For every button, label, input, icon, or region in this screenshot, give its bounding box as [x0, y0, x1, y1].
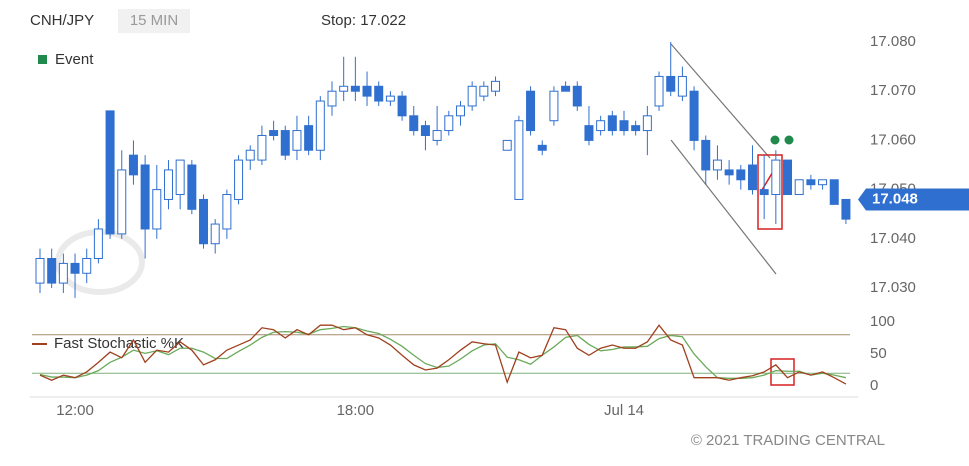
candle-body — [654, 75, 664, 107]
candle-body — [374, 85, 384, 102]
candle-body — [747, 164, 757, 191]
candle-body — [362, 85, 372, 97]
candle-body — [152, 189, 162, 230]
candle-body — [234, 159, 244, 200]
candle-body — [631, 125, 641, 132]
candle-body — [175, 159, 185, 196]
candle-body — [479, 85, 489, 97]
candle-body — [783, 159, 793, 196]
candle-body — [269, 130, 279, 136]
candle-body — [467, 85, 477, 107]
candle-body — [759, 189, 769, 196]
candle-body — [537, 144, 547, 151]
candle-body — [549, 90, 559, 122]
candle-body — [561, 85, 571, 92]
interval: 15 MIN — [130, 12, 178, 29]
candle-body — [385, 95, 395, 102]
candle-body — [245, 149, 255, 161]
candle-body — [210, 223, 220, 245]
candle-body — [58, 262, 68, 284]
candle-body — [677, 75, 687, 97]
stoch-line — [39, 325, 847, 379]
x-tick-label: 18:00 — [337, 402, 375, 419]
candle-body — [607, 115, 617, 132]
candle-body — [502, 139, 512, 151]
y-tick-label: 100 — [870, 313, 895, 330]
candle-body — [304, 125, 314, 151]
candle-body — [444, 115, 454, 132]
symbol: CNH/JPY — [30, 12, 94, 29]
candle-body — [187, 164, 197, 210]
candle-body — [794, 179, 804, 196]
interval-badge — [118, 9, 190, 33]
candle-body — [222, 194, 232, 230]
candle-body — [689, 90, 699, 141]
y-tick-label: 17.040 — [870, 230, 916, 247]
event-dot — [784, 135, 794, 145]
candle-body — [397, 95, 407, 117]
event-dot — [770, 135, 780, 145]
candle-body — [350, 85, 360, 92]
candle-body — [47, 257, 57, 284]
candle-body — [491, 80, 501, 92]
candle-body — [339, 85, 349, 92]
candle-body — [712, 159, 722, 171]
y-tick-label: 0 — [870, 377, 878, 394]
candle-body — [572, 85, 582, 107]
candle-body — [701, 139, 711, 171]
candle-body — [724, 169, 734, 176]
candle-body — [619, 120, 629, 132]
candle-body — [93, 228, 103, 259]
last-price-label: 17.048 — [872, 190, 918, 207]
y-tick-label: 50 — [870, 345, 887, 362]
candle-body — [806, 179, 816, 186]
candle-body — [420, 125, 430, 136]
candle-body — [771, 159, 781, 196]
candle-body — [584, 125, 594, 141]
candle-body — [829, 179, 839, 205]
candle-body — [257, 134, 267, 161]
candle-body — [117, 169, 127, 235]
candle-body — [280, 130, 290, 156]
candle-body — [105, 110, 115, 235]
x-tick-label: 12:00 — [56, 402, 94, 419]
candle-body — [199, 198, 209, 245]
last-price-tag — [858, 188, 969, 211]
y-tick-label: 17.080 — [870, 33, 916, 50]
candle-body — [409, 115, 419, 132]
y-tick-label: 17.070 — [870, 82, 916, 99]
candle-body — [432, 130, 442, 141]
candle-body — [140, 164, 150, 230]
candle-body — [736, 169, 746, 181]
candle-body — [35, 257, 45, 284]
candle-body — [315, 100, 325, 151]
pattern-box — [757, 154, 783, 230]
stop-level: Stop: 17.022 — [321, 12, 406, 29]
candle-body — [455, 105, 465, 117]
channel-lower — [670, 139, 777, 275]
event-legend-marker — [38, 55, 47, 64]
stoch-line — [39, 324, 847, 385]
candle-body — [327, 90, 337, 107]
y-tick-label: 17.060 — [870, 131, 916, 148]
candle-body — [292, 130, 302, 151]
y-tick-label: 17.030 — [870, 279, 916, 296]
channel-upper — [670, 43, 771, 159]
candle-body — [841, 198, 851, 220]
candle-body — [82, 257, 92, 274]
candle-body — [128, 154, 138, 176]
candle-body — [514, 120, 524, 200]
event-legend: Event — [55, 51, 94, 68]
candle-body — [666, 75, 676, 92]
legend-label: Fast Stochastic %K — [54, 335, 184, 352]
candle-body — [642, 115, 652, 132]
candle-body — [526, 90, 536, 132]
candle-body — [818, 179, 828, 186]
copyright: © 2021 TRADING CENTRAL — [691, 432, 885, 449]
candle-body — [70, 262, 80, 274]
candle-body — [163, 169, 173, 200]
candle-body — [596, 120, 606, 132]
x-tick-label: Jul 14 — [604, 402, 644, 419]
